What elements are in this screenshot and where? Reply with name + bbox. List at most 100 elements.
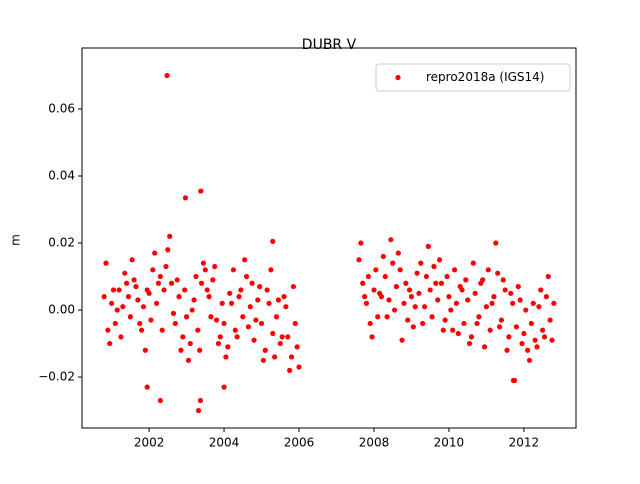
- data-point: [236, 294, 242, 300]
- data-point: [257, 283, 263, 290]
- data-point: [182, 195, 189, 201]
- data-point: [481, 344, 488, 350]
- data-point: [167, 233, 173, 239]
- data-point: [525, 347, 531, 353]
- data-point: [290, 283, 296, 290]
- data-point: [425, 243, 431, 249]
- x-tick-label: 2006: [284, 436, 315, 450]
- data-point: [142, 347, 148, 353]
- data-point: [406, 287, 413, 293]
- data-point: [243, 273, 250, 280]
- data-point: [270, 238, 276, 244]
- data-point: [234, 334, 240, 340]
- data-point: [390, 260, 396, 266]
- data-point: [212, 263, 218, 270]
- data-point: [356, 257, 362, 263]
- data-point: [453, 300, 460, 306]
- data-point: [273, 314, 280, 320]
- data-point: [238, 287, 244, 293]
- data-point: [210, 277, 216, 283]
- data-point: [547, 317, 553, 323]
- data-point: [277, 340, 283, 347]
- data-point: [528, 320, 534, 327]
- data-point: [264, 287, 270, 293]
- data-point: [227, 290, 233, 296]
- data-point: [180, 334, 186, 340]
- data-point: [193, 273, 199, 280]
- data-point: [206, 294, 212, 300]
- data-point: [474, 320, 480, 327]
- data-point: [504, 347, 510, 353]
- data-point: [465, 297, 471, 303]
- data-point: [444, 273, 450, 280]
- data-point: [112, 320, 118, 327]
- data-point: [362, 294, 368, 300]
- data-point: [120, 304, 126, 310]
- data-point: [197, 397, 204, 404]
- data-point: [150, 267, 156, 273]
- data-point: [549, 337, 555, 343]
- x-tick-label: 2002: [134, 436, 165, 450]
- data-point: [225, 344, 231, 350]
- data-point: [363, 300, 370, 306]
- data-point: [268, 267, 274, 273]
- data-point: [185, 357, 192, 363]
- data-point: [450, 327, 456, 333]
- data-point: [498, 317, 505, 323]
- data-point: [410, 324, 416, 330]
- data-point: [131, 277, 137, 283]
- data-point: [461, 320, 467, 327]
- chart-title: DUBR V: [302, 37, 357, 53]
- data-point: [519, 340, 525, 347]
- data-point: [202, 267, 208, 273]
- y-tick-label: 0.06: [48, 101, 75, 115]
- data-point: [157, 397, 163, 404]
- data-point: [223, 354, 229, 360]
- data-point: [105, 327, 111, 333]
- data-point: [275, 297, 282, 303]
- data-point: [375, 314, 381, 320]
- data-point: [251, 337, 257, 343]
- data-point: [153, 300, 160, 306]
- data-point: [459, 287, 465, 293]
- data-point: [523, 307, 529, 313]
- data-point: [438, 280, 445, 286]
- data-point: [255, 297, 261, 303]
- data-point: [144, 384, 150, 390]
- data-point: [148, 317, 154, 323]
- data-point: [391, 307, 398, 313]
- data-point: [427, 287, 433, 293]
- data-point: [538, 287, 544, 293]
- data-point: [541, 334, 548, 340]
- data-point: [101, 294, 107, 300]
- data-point: [365, 273, 371, 280]
- data-point: [470, 260, 476, 266]
- data-point: [429, 314, 435, 320]
- data-point: [420, 320, 426, 327]
- data-point: [152, 250, 158, 256]
- data-point: [144, 287, 150, 293]
- plot-frame: [81, 47, 577, 429]
- data-point: [536, 304, 542, 310]
- data-point: [491, 294, 497, 300]
- data-point: [515, 283, 521, 290]
- data-point: [358, 240, 364, 246]
- data-point: [125, 294, 132, 300]
- data-point: [408, 294, 415, 300]
- data-point: [170, 310, 177, 316]
- data-point: [204, 287, 210, 293]
- data-point: [401, 300, 407, 306]
- data-point: [540, 327, 546, 333]
- data-point: [137, 320, 143, 327]
- data-point: [543, 294, 549, 300]
- data-point: [127, 314, 133, 320]
- data-point: [493, 240, 499, 246]
- data-point: [371, 287, 377, 293]
- data-point: [129, 257, 135, 263]
- data-point: [521, 330, 527, 337]
- data-point: [217, 334, 223, 340]
- data-point: [110, 287, 117, 293]
- y-tick-label: −0.02: [38, 370, 75, 384]
- data-point: [405, 317, 411, 323]
